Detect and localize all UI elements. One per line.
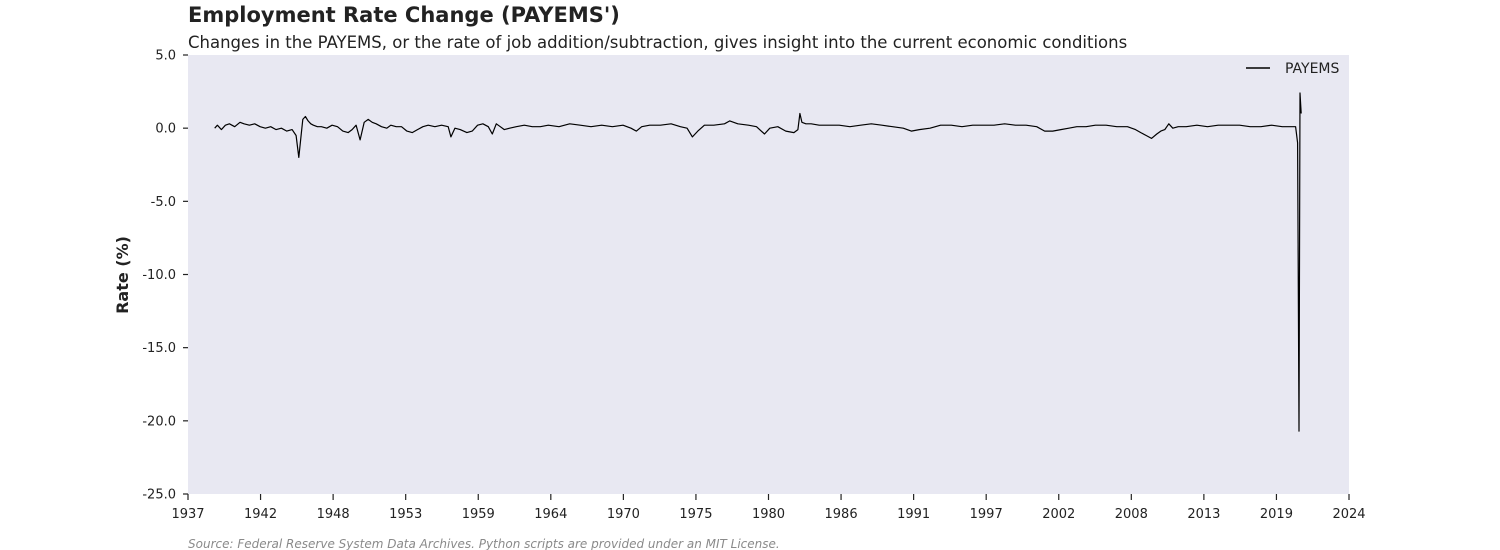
y-tick-label: -15.0 — [142, 341, 176, 356]
x-tick-label: 2024 — [1332, 507, 1365, 522]
x-tick-label: 1986 — [825, 507, 858, 522]
x-tick-label: 1959 — [462, 507, 495, 522]
y-axis-label: Rate (%) — [113, 236, 132, 314]
x-tick-label: 1975 — [679, 507, 712, 522]
series-line-payems — [214, 92, 1302, 432]
x-tick-label: 1991 — [897, 507, 930, 522]
x-tick-label: 1942 — [244, 507, 277, 522]
y-tick-label: -5.0 — [151, 195, 176, 210]
x-tick-label: 1937 — [171, 507, 204, 522]
chart-title: Employment Rate Change (PAYEMS') — [188, 3, 620, 27]
y-tick-label: 5.0 — [155, 49, 176, 64]
x-tick-label: 1953 — [389, 507, 422, 522]
y-axis: 5.0 0.0 -5.0 -10.0 -15.0 -20.0 -25.0 — [142, 49, 188, 503]
x-tick-label: 1997 — [970, 507, 1003, 522]
legend: PAYEMS — [1246, 61, 1340, 77]
x-tick-label: 2019 — [1260, 507, 1293, 522]
y-tick-label: -20.0 — [142, 414, 176, 429]
y-tick-label: -25.0 — [142, 488, 176, 503]
x-tick-label: 1964 — [534, 507, 567, 522]
y-tick-label: -10.0 — [142, 268, 176, 283]
x-tick-label: 1970 — [607, 507, 640, 522]
x-tick-label: 2008 — [1115, 507, 1148, 522]
x-tick-label: 2013 — [1187, 507, 1220, 522]
x-tick-label: 1980 — [752, 507, 785, 522]
x-tick-label: 1948 — [317, 507, 350, 522]
source-note: Source: Federal Reserve System Data Arch… — [188, 537, 780, 550]
legend-label-payems: PAYEMS — [1285, 61, 1340, 77]
x-tick-label: 2002 — [1042, 507, 1075, 522]
y-tick-label: 0.0 — [155, 122, 176, 137]
x-axis: 1937 1942 1948 1953 1959 1964 1970 1975 1980 1986… — [171, 494, 1366, 522]
chart-subtitle: Changes in the PAYEMS, or the rate of jo… — [188, 33, 1127, 52]
plot-area — [188, 55, 1349, 494]
